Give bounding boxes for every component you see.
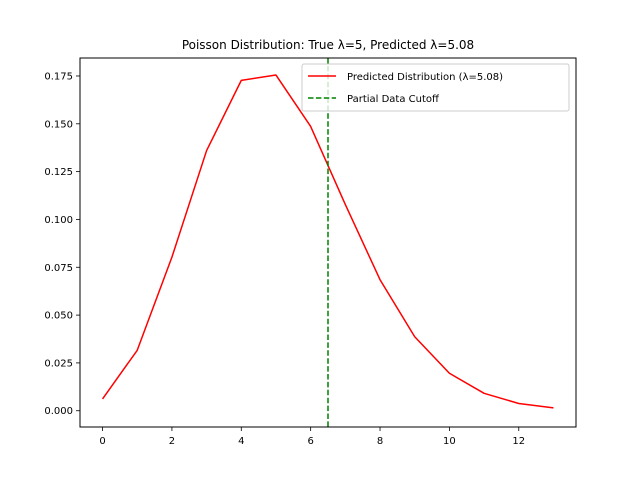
y-axis: 0.000 0.025 0.050 0.075 0.100 0.125 0.150 0.175 xyxy=(44,71,80,417)
y-tick-label: 0.150 xyxy=(44,119,73,130)
y-tick-label: 0.075 xyxy=(44,263,73,274)
x-tick-label: 6 xyxy=(307,436,313,447)
x-tick-label: 12 xyxy=(512,436,525,447)
legend-label-predicted: Predicted Distribution (λ=5.08) xyxy=(347,72,503,83)
y-tick-label: 0.000 xyxy=(44,406,73,417)
x-tick-label: 10 xyxy=(443,436,456,447)
legend-label-cutoff: Partial Data Cutoff xyxy=(347,94,440,105)
x-tick-label: 2 xyxy=(169,436,175,447)
x-tick-label: 4 xyxy=(238,436,244,447)
y-tick-label: 0.100 xyxy=(44,215,73,226)
x-tick-label: 0 xyxy=(99,436,105,447)
y-tick-label: 0.175 xyxy=(44,71,73,82)
y-tick-label: 0.125 xyxy=(44,167,73,178)
legend: Predicted Distribution (λ=5.08) Partial … xyxy=(301,63,570,112)
x-tick-label: 8 xyxy=(377,436,383,447)
axes-frame xyxy=(79,57,577,428)
chart-title: Poisson Distribution: True λ=5, Predicte… xyxy=(182,38,474,52)
plot-area xyxy=(101,58,554,427)
y-tick-label: 0.050 xyxy=(44,311,73,322)
legend-frame xyxy=(301,63,570,112)
x-axis: 0 2 4 6 8 10 12 xyxy=(99,427,525,447)
y-tick-label: 0.025 xyxy=(44,358,73,369)
